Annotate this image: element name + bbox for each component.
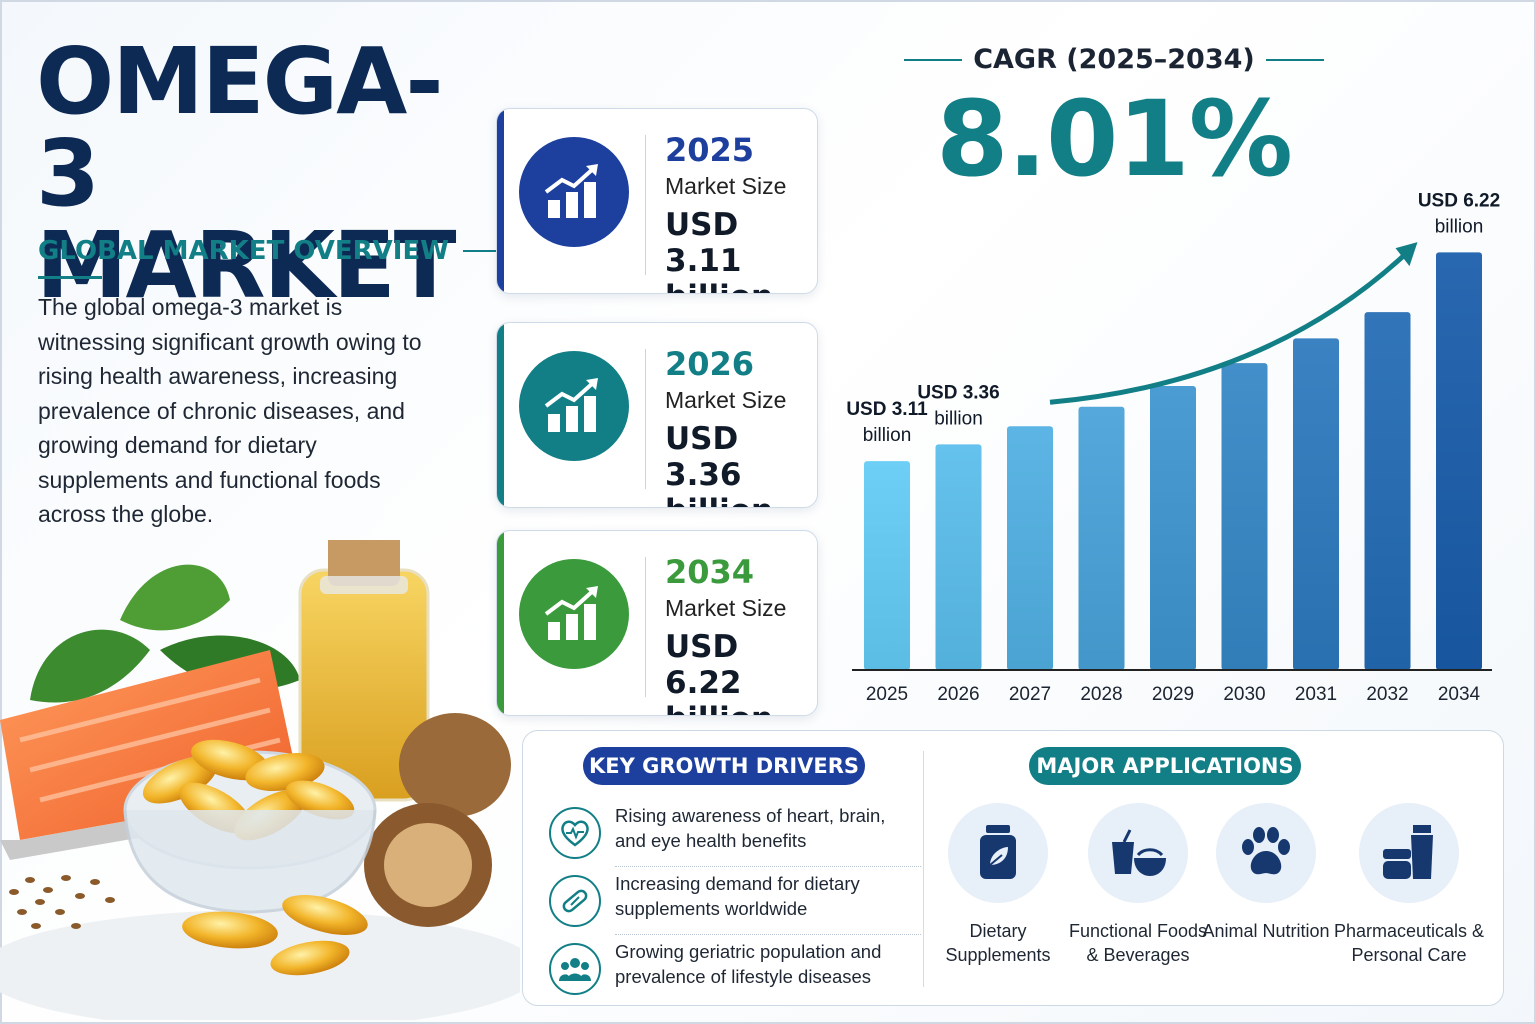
data-label-2034-unit: billion — [1435, 216, 1484, 237]
stat-card-2025: 2025 Market Size USD 3.11 billion — [496, 108, 818, 294]
card-year: 2026 — [665, 345, 755, 383]
card-divider — [645, 349, 646, 489]
bar-2028 — [1078, 406, 1125, 670]
card-value: USD 6.22 billion — [665, 629, 773, 715]
driver-item: Growing geriatric population and prevale… — [549, 937, 895, 997]
application-label: Dietary Supplements — [945, 921, 1051, 965]
chart-growth-icon — [519, 137, 629, 247]
trend-arrow — [1049, 250, 1410, 405]
driver-text: Growing geriatric population and prevale… — [615, 941, 882, 987]
driver-item: Rising awareness of heart, brain, and ey… — [549, 801, 921, 867]
subtitle-accent-bar — [38, 276, 102, 279]
bar-2034 — [1436, 252, 1482, 670]
application-label: Pharmaceuticals & Personal Care — [1333, 921, 1485, 965]
application-item: Animal Nutrition — [1191, 803, 1341, 943]
drivers-pill: KEY GROWTH DRIVERS — [583, 747, 865, 785]
stat-card-2026: 2026 Market Size USD 3.36 billion — [496, 322, 818, 508]
bar-2032 — [1364, 312, 1411, 670]
paw-icon — [1216, 803, 1316, 903]
card-value: USD 3.36 billion — [665, 421, 773, 507]
data-label-2025-value: USD 3.11 — [846, 399, 928, 420]
x-tick-label-2030: 2030 — [1223, 684, 1265, 705]
chart-growth-icon — [519, 559, 629, 669]
data-label-2034-value: USD 6.22 — [1418, 190, 1500, 211]
capsule-icon — [549, 875, 601, 927]
card-value: USD 3.11 billion — [665, 207, 773, 293]
driver-text: Rising awareness of heart, brain, and ey… — [615, 805, 886, 851]
bar-2026 — [935, 444, 982, 670]
stat-card-2034: 2034 Market Size USD 6.22 billion — [496, 530, 818, 716]
card-stripe — [497, 109, 504, 293]
card-label: Market Size — [665, 173, 787, 199]
bar-2030 — [1221, 363, 1268, 670]
trend-arrow-head — [1395, 242, 1418, 267]
cosmetics-icon — [1359, 803, 1459, 903]
cagr-value: 8.01% — [936, 78, 1293, 200]
application-item: Functional Foods & Beverages — [1063, 803, 1213, 967]
title-line-1: OMEGA-3 — [36, 28, 444, 227]
application-item: Dietary Supplements — [923, 803, 1073, 967]
card-year: 2034 — [665, 553, 755, 591]
cup-bowl-icon — [1088, 803, 1188, 903]
data-label-2026-value: USD 3.36 — [917, 382, 999, 403]
market-size-bar-chart: 2025 2026 2027 2028 2029 2030 2031 2032 2034 USD… — [846, 190, 1500, 705]
panel-divider — [923, 751, 924, 987]
card-divider — [645, 135, 646, 275]
heart-pulse-icon — [549, 807, 601, 859]
driver-item: Increasing demand for dietary supplement… — [549, 869, 921, 935]
application-item: Pharmaceuticals & Personal Care — [1329, 803, 1489, 967]
cagr-line-left — [904, 58, 962, 61]
bar-2025 — [864, 461, 910, 670]
x-tick-label-2034: 2034 — [1438, 684, 1481, 705]
x-tick-label-2025: 2025 — [866, 684, 908, 705]
bar-2029 — [1150, 385, 1196, 670]
card-stripe — [497, 531, 504, 715]
driver-separator — [615, 866, 921, 867]
card-divider — [645, 557, 646, 697]
cagr-title-text: CAGR (2025–2034) — [973, 44, 1255, 75]
bar-2027 — [1007, 426, 1053, 670]
cagr-title: CAGR (2025–2034) — [904, 44, 1324, 75]
page-title: OMEGA-3 MARKET — [36, 28, 457, 319]
applications-pill: MAJOR APPLICATIONS — [1029, 747, 1301, 785]
title-line-2: MARKET — [36, 212, 457, 319]
supplement-bottle-icon — [948, 803, 1048, 903]
driver-separator — [615, 934, 921, 935]
cagr-line-right — [1265, 58, 1324, 61]
bar-2031 — [1293, 338, 1339, 670]
chart-growth-icon — [519, 351, 629, 461]
x-tick-label-2031: 2031 — [1295, 684, 1337, 705]
subtitle-line — [462, 250, 507, 252]
x-tick-label-2027: 2027 — [1009, 684, 1051, 705]
page-subtitle: GLOBAL MARKET OVERVIEW — [38, 236, 516, 266]
x-tick-label-2029: 2029 — [1152, 684, 1194, 705]
x-tick-label-2026: 2026 — [937, 684, 979, 705]
card-stripe — [497, 323, 504, 507]
omega3-foods-illustration — [0, 540, 520, 1020]
application-label: Functional Foods & Beverages — [1068, 921, 1208, 965]
application-label: Animal Nutrition — [1202, 921, 1330, 941]
driver-text: Increasing demand for dietary supplement… — [615, 873, 860, 919]
intro-paragraph: The global omega-3 market is witnessing … — [38, 294, 422, 527]
data-label-2025-unit: billion — [863, 425, 912, 446]
x-tick-label-2028: 2028 — [1080, 684, 1122, 705]
subtitle-text: GLOBAL MARKET OVERVIEW — [38, 236, 449, 266]
people-icon — [549, 943, 601, 995]
card-label: Market Size — [665, 387, 787, 413]
card-label: Market Size — [665, 595, 787, 621]
bottom-panel: KEY GROWTH DRIVERS Rising awareness of h… — [522, 730, 1504, 1006]
x-tick-label-2032: 2032 — [1366, 684, 1408, 705]
data-label-2026-unit: billion — [934, 408, 983, 429]
card-year: 2025 — [665, 131, 755, 169]
